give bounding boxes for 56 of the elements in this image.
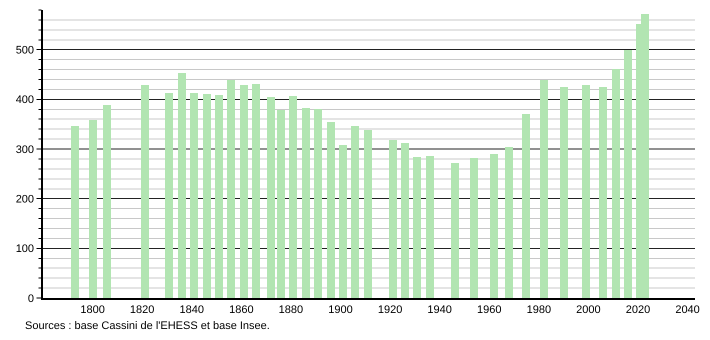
y-tick-label: 400 [16,94,34,106]
bar [227,80,235,298]
bar [612,69,620,298]
bar [351,126,359,298]
bar [267,97,275,298]
bar [71,126,79,298]
bar [327,122,335,298]
y-tick-label: 300 [16,144,34,156]
bar [401,143,409,298]
bar [470,158,478,298]
bar [413,157,421,298]
bar [215,95,223,298]
y-tick-label: 200 [16,194,34,206]
bar [277,110,285,298]
bar [490,154,498,298]
bar [522,114,530,298]
bar [141,85,149,298]
bar [339,145,347,298]
bar [314,109,322,298]
x-tick-label: 1940 [427,304,452,316]
x-tick-label: 2040 [675,304,700,316]
x-tick-label: 1920 [378,304,402,316]
bar [178,73,186,298]
x-tick-label: 2020 [626,304,650,316]
bar [540,80,548,298]
x-tick-label: 1880 [278,304,304,316]
x-tick-label: 1820 [130,304,154,316]
bar [240,85,248,298]
x-tick-label: 1800 [80,304,105,316]
bar [624,50,632,298]
x-tick-label: 1860 [229,304,254,316]
source-note: Sources : base Cassini de l'EHESS et base Insee. [25,320,270,332]
bar [451,163,459,298]
x-tick-label: 1960 [477,304,502,316]
bar [582,85,590,298]
bar [426,156,434,298]
bar [599,87,607,298]
bar [364,130,372,298]
bar [302,108,310,298]
bar [289,96,297,298]
x-tick-label: 2000 [576,304,601,316]
bar [190,93,198,298]
bar [203,94,211,298]
bar [389,140,397,298]
x-tick-label: 1840 [180,304,204,316]
bar [89,120,97,298]
y-tick-label: 0 [28,292,34,305]
x-tick-label: 1980 [526,304,552,316]
y-tick-label: 100 [16,243,34,256]
bar [165,93,173,298]
x-tick-label: 1900 [328,304,353,316]
bar [103,105,111,298]
bar [252,84,260,298]
bar [560,87,568,298]
y-tick-label: 500 [16,44,34,57]
bar [505,147,513,298]
